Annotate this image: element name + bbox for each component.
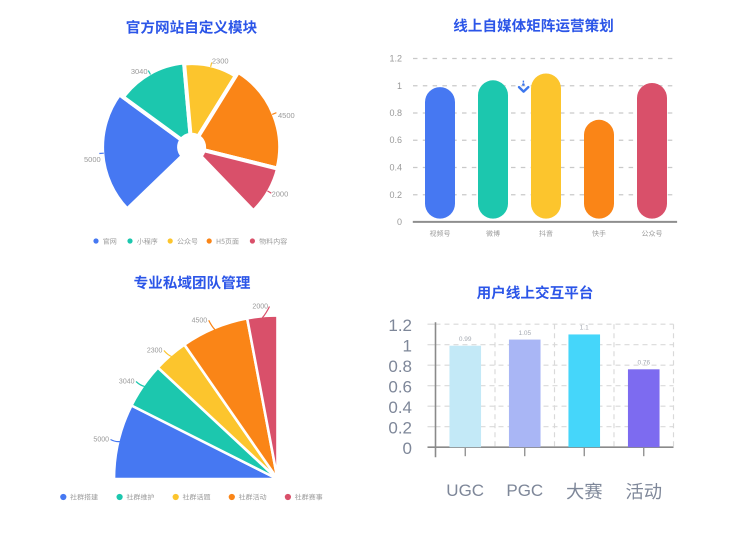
svg-text:0.6: 0.6 (388, 378, 412, 397)
svg-text:4500: 4500 (278, 111, 295, 120)
svg-text:0.6: 0.6 (389, 135, 402, 145)
svg-text:1.1: 1.1 (580, 325, 589, 332)
svg-text:3040: 3040 (119, 379, 135, 386)
svg-text:1.2: 1.2 (389, 54, 402, 64)
svg-text:2300: 2300 (147, 348, 163, 355)
svg-text:0.4: 0.4 (388, 398, 412, 417)
svg-text:1.2: 1.2 (388, 316, 412, 335)
svg-text:5000: 5000 (84, 155, 101, 164)
svg-text:4500: 4500 (192, 317, 208, 324)
svg-text:0: 0 (397, 217, 402, 227)
svg-text:5000: 5000 (93, 437, 109, 444)
svg-text:1: 1 (397, 81, 402, 91)
svg-text:0: 0 (403, 439, 412, 458)
svg-text:1.05: 1.05 (518, 330, 531, 337)
svg-text:0.8: 0.8 (389, 108, 402, 118)
svg-text:3040: 3040 (131, 67, 148, 76)
svg-text:0.2: 0.2 (389, 190, 402, 200)
svg-text:2000: 2000 (272, 190, 289, 199)
svg-text:0.76: 0.76 (637, 360, 650, 367)
svg-text:2000: 2000 (252, 304, 268, 311)
svg-text:UGC: UGC (446, 481, 484, 500)
svg-text:2300: 2300 (212, 57, 229, 66)
svg-text:0.2: 0.2 (388, 419, 412, 438)
svg-text:1: 1 (403, 337, 412, 356)
svg-text:0.99: 0.99 (459, 336, 472, 343)
svg-text:0.8: 0.8 (388, 357, 412, 376)
svg-text:PGC: PGC (506, 481, 543, 500)
svg-text:0.4: 0.4 (389, 163, 402, 173)
